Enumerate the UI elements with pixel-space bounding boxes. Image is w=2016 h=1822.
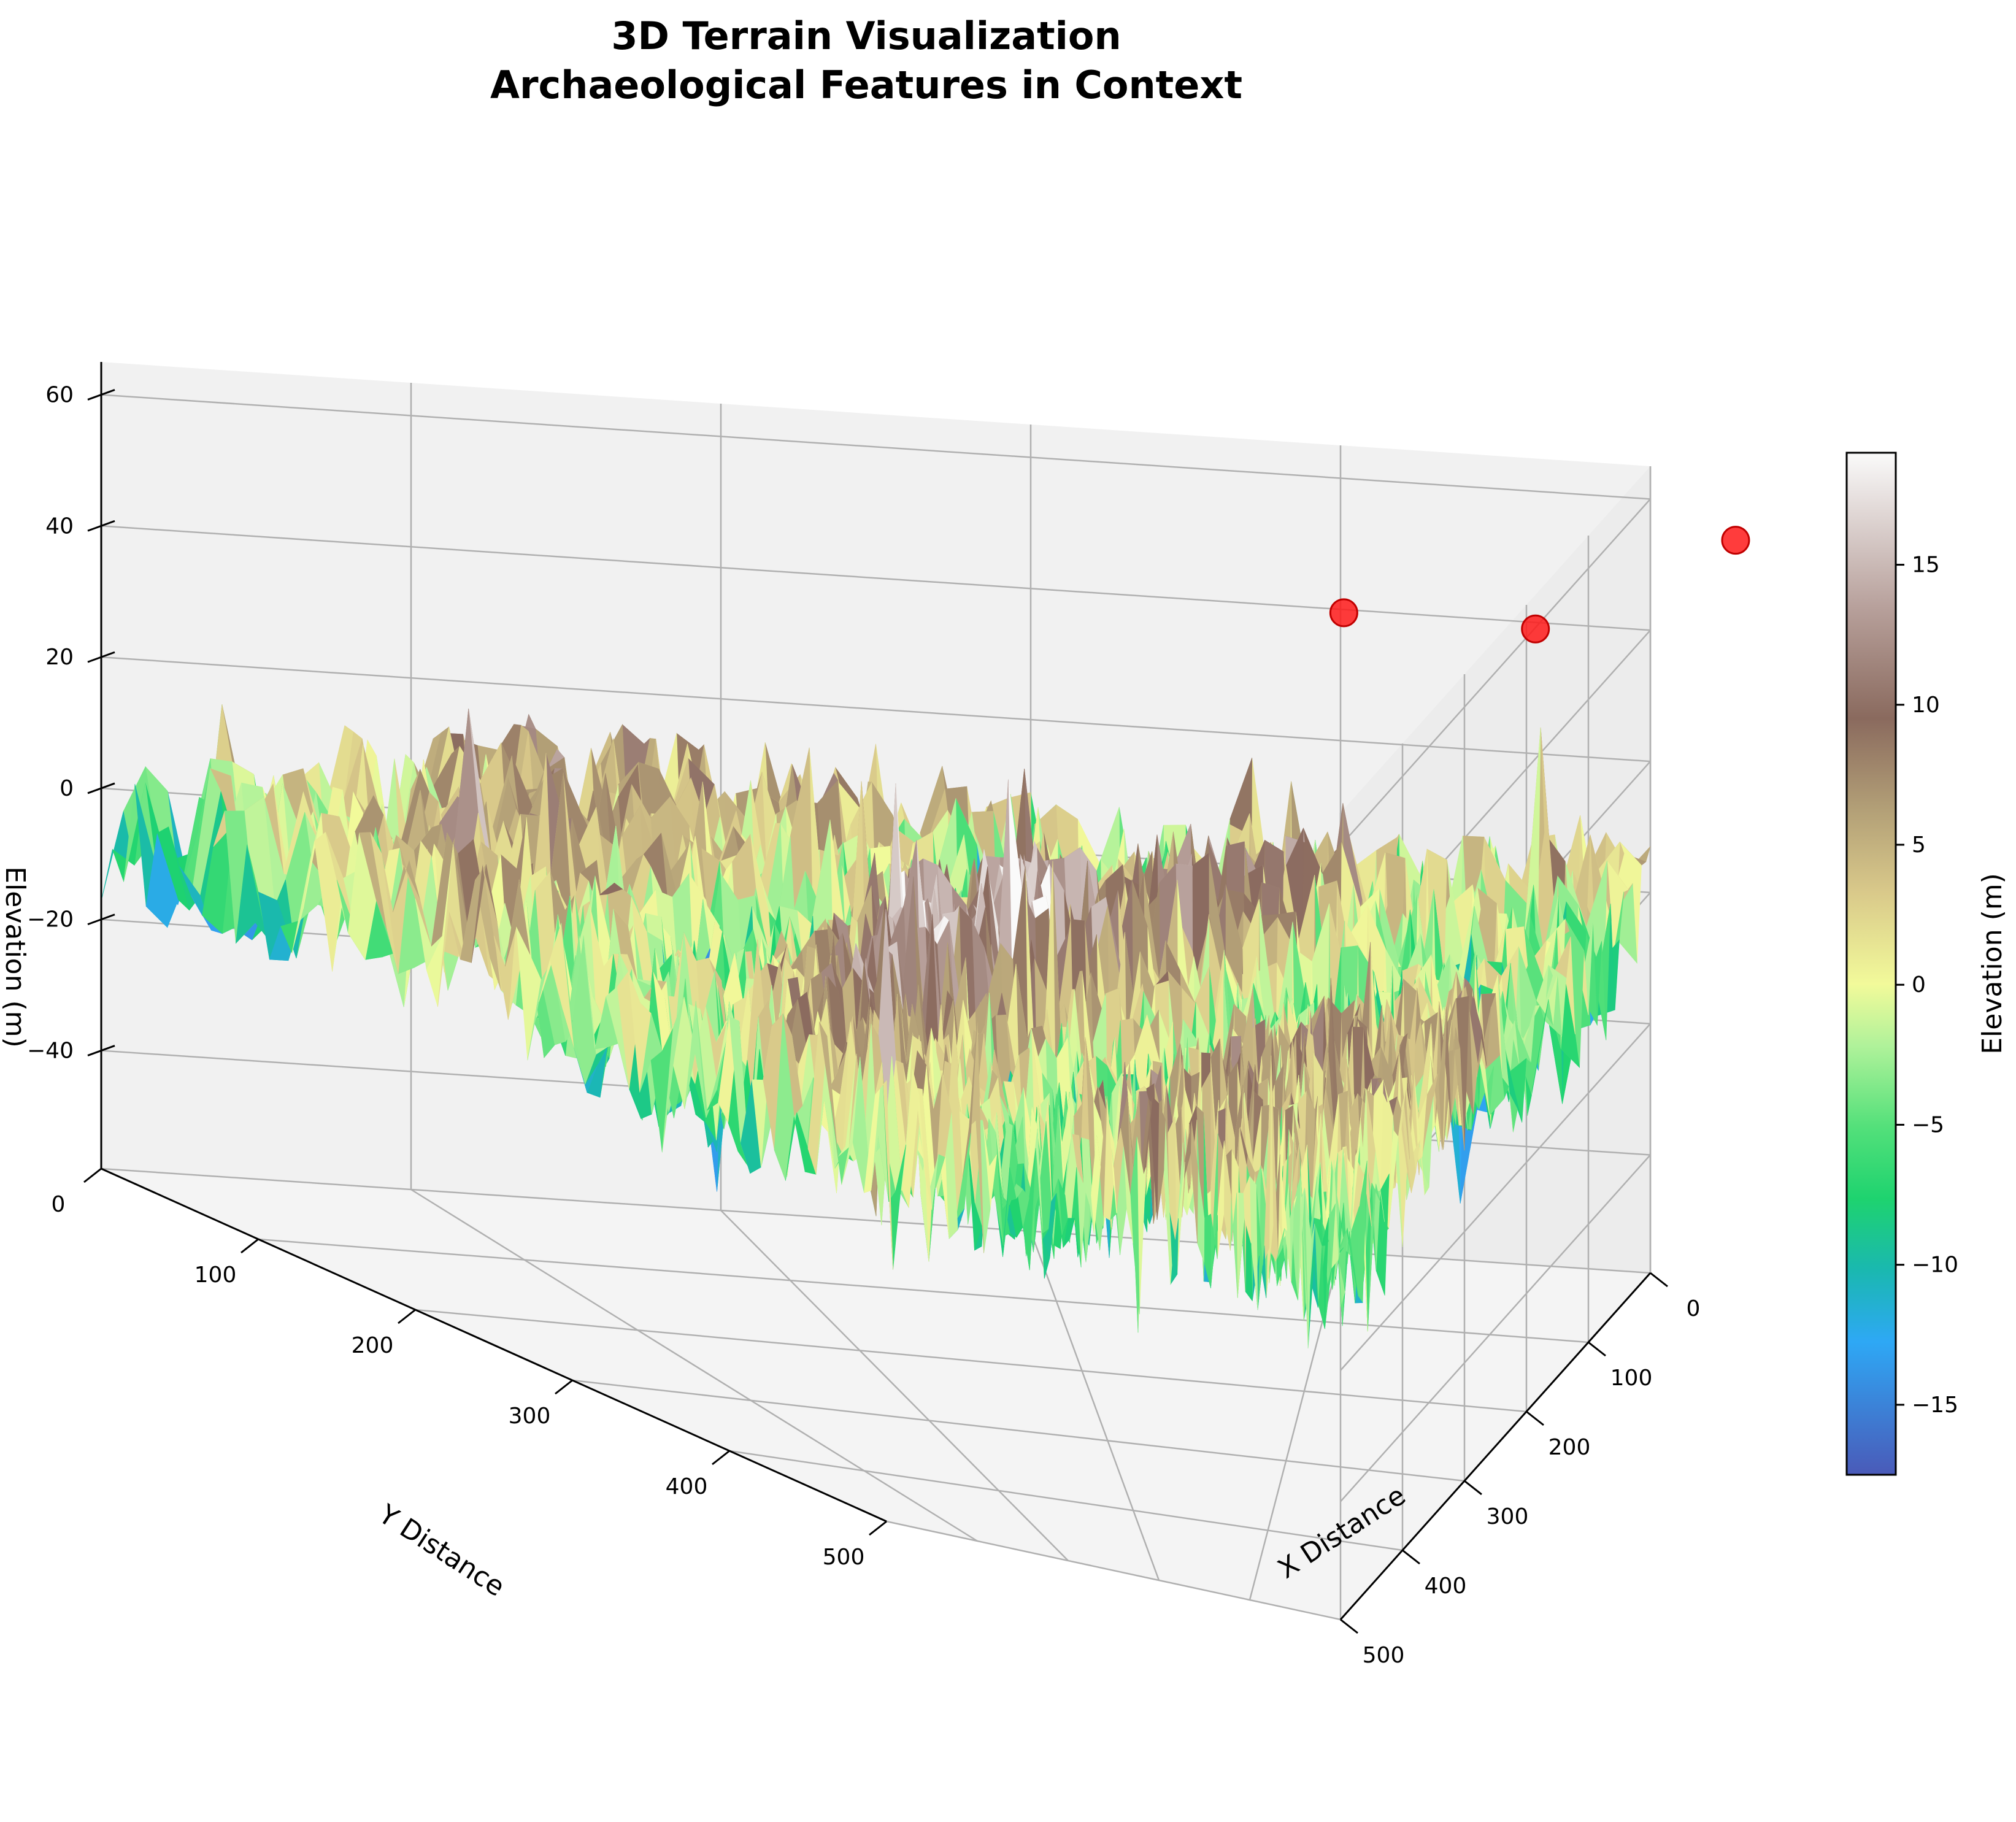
- grid-line: [1029, 1231, 1160, 1581]
- x-tick: [1526, 1410, 1544, 1426]
- y-tick-label: 400: [666, 1474, 708, 1499]
- x-tick-label: 0: [1687, 1296, 1701, 1321]
- grid-line: [101, 1167, 1651, 1274]
- colorbar: [1845, 452, 1897, 1476]
- y-tick-label: 500: [823, 1545, 865, 1570]
- feature-point-1: [1329, 598, 1358, 628]
- z-tick-label: −40: [27, 1039, 74, 1064]
- x-tick: [1340, 1618, 1358, 1634]
- grid-line: [729, 1450, 1403, 1551]
- chart-title-line-1: 3D Terrain Visualization: [611, 13, 1121, 58]
- x-tick-label: 400: [1425, 1574, 1467, 1599]
- grid-line: [886, 1520, 1341, 1621]
- y-tick: [712, 1450, 730, 1466]
- x-tick-label: 100: [1610, 1366, 1653, 1391]
- y-tick-label: 200: [352, 1333, 394, 1358]
- surface-cell: [1261, 882, 1280, 916]
- y-tick-label: 300: [509, 1404, 551, 1429]
- colorbar-tick-label: −5: [1912, 1112, 1944, 1137]
- terrain-surface: [101, 704, 1651, 1349]
- grid-line: [101, 525, 1651, 631]
- feature-point-2: [1521, 614, 1550, 644]
- z-tick-label: −20: [27, 907, 74, 932]
- y-tick: [869, 1520, 887, 1536]
- y-axis-label: Y Distance: [372, 1498, 510, 1602]
- z-tick-label: 20: [45, 645, 74, 670]
- grid-line: [1340, 498, 1651, 847]
- x-tick-label: 200: [1549, 1435, 1591, 1460]
- x-tick-label: 500: [1363, 1643, 1405, 1668]
- grid-line: [720, 1210, 1069, 1561]
- y-tick-label: 0: [52, 1192, 66, 1217]
- y-tick: [555, 1379, 573, 1395]
- z-tick-label: 40: [45, 513, 74, 539]
- grid-line: [410, 1188, 978, 1542]
- y-tick: [398, 1309, 416, 1324]
- grid-line: [1340, 1154, 1651, 1502]
- x-tick: [1402, 1549, 1420, 1565]
- grid-line: [258, 1238, 1589, 1343]
- grid-line: [572, 1379, 1465, 1482]
- y-tick: [83, 1167, 102, 1183]
- x-tick-label: 300: [1487, 1504, 1529, 1529]
- colorbar-tick-label: −15: [1912, 1393, 1958, 1418]
- chart-title-line-2: Archaeological Features in Context: [490, 63, 1242, 107]
- z-tick-label: 60: [45, 382, 74, 407]
- y-tick: [240, 1238, 259, 1254]
- x-tick: [1650, 1272, 1668, 1288]
- z-tick-label: 0: [60, 776, 74, 801]
- grid-line: [101, 656, 1651, 763]
- grid-line: [1340, 1023, 1651, 1371]
- grid-line: [101, 394, 1651, 500]
- colorbar-tick-label: −10: [1912, 1253, 1958, 1278]
- x-tick: [1464, 1480, 1482, 1496]
- feature-point-3: [1721, 526, 1750, 555]
- z-axis-label: Elevation (m): [0, 866, 31, 1048]
- x-tick: [1588, 1341, 1606, 1357]
- y-tick-label: 100: [194, 1263, 237, 1288]
- floor-pane: [101, 1169, 1650, 1620]
